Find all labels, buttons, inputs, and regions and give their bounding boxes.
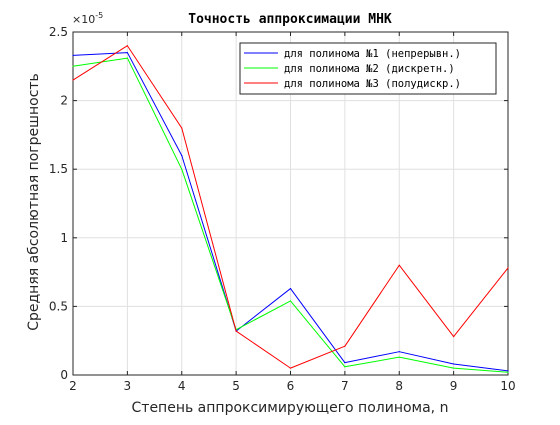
x-tick-label: 3 bbox=[124, 379, 132, 393]
data-point-series-1 bbox=[344, 362, 346, 364]
x-tick-label: 4 bbox=[178, 379, 186, 393]
data-point-series-1 bbox=[289, 287, 292, 290]
data-point-series-3 bbox=[344, 345, 346, 347]
data-point-series-2 bbox=[181, 168, 183, 170]
data-point-series-3 bbox=[72, 79, 74, 81]
data-point-series-2 bbox=[126, 57, 128, 59]
data-point-series-3 bbox=[507, 267, 509, 269]
data-point-series-1 bbox=[126, 51, 128, 54]
x-tick-label: 5 bbox=[232, 379, 240, 393]
data-point-series-2 bbox=[398, 356, 400, 358]
x-axis-label: Степень аппроксимирующего полинома, n bbox=[132, 400, 449, 416]
axis-ticks: 2 3 4 5 6 7 8 9 10 0 0.5 1 1.5 2 2.5 bbox=[49, 25, 516, 393]
y-tick-label: 0.5 bbox=[49, 299, 68, 313]
x-tick-label: 2 bbox=[69, 379, 77, 393]
y-tick-label: 1.5 bbox=[49, 162, 68, 176]
data-point-series-3 bbox=[398, 264, 400, 266]
x-tick-label: 10 bbox=[500, 379, 515, 393]
data-point-series-3 bbox=[126, 45, 128, 47]
chart-title: Точность аппроксимации МНК bbox=[188, 12, 392, 27]
legend-label: для полинома №1 (непрерывн.) bbox=[284, 48, 461, 60]
series-lines bbox=[72, 45, 509, 373]
y-exponent-power: -5 bbox=[95, 11, 103, 20]
legend-label: для полинома №3 (полудискр.) bbox=[284, 78, 461, 90]
data-point-series-1 bbox=[181, 154, 183, 157]
legend: для полинома №1 (непрерывн.) для полинома… bbox=[239, 42, 497, 95]
data-point-series-2 bbox=[453, 367, 455, 369]
data-point-series-2 bbox=[507, 371, 509, 373]
y-exponent-base: ×10 bbox=[72, 13, 95, 26]
x-tick-label: 9 bbox=[450, 379, 458, 393]
data-point-series-1 bbox=[507, 370, 509, 372]
y-tick-label: 0 bbox=[60, 368, 68, 382]
data-point-series-1 bbox=[398, 351, 400, 353]
y-tick-label: 1 bbox=[60, 231, 68, 245]
x-tick-label: 7 bbox=[341, 379, 349, 393]
data-point-series-1 bbox=[453, 363, 455, 365]
data-point-series-3 bbox=[235, 330, 237, 332]
legend-box bbox=[239, 42, 497, 95]
data-point-series-3 bbox=[453, 335, 455, 338]
data-point-series-2 bbox=[289, 300, 292, 302]
data-point-series-2 bbox=[344, 366, 346, 368]
legend-label: для полинома №2 (дискретн.) bbox=[284, 63, 455, 75]
data-point-series-3 bbox=[289, 367, 292, 369]
data-point-series-1 bbox=[72, 54, 74, 56]
x-tick-label: 8 bbox=[395, 379, 403, 393]
y-tick-label: 2.5 bbox=[49, 25, 68, 39]
data-point-series-2 bbox=[72, 65, 74, 67]
x-tick-label: 6 bbox=[287, 379, 295, 393]
y-exponent-label: ×10-5 bbox=[72, 11, 103, 26]
data-point-series-3 bbox=[181, 127, 183, 129]
y-axis-label: Средняя абсолютная погрешность bbox=[26, 73, 42, 331]
y-tick-label: 2 bbox=[60, 94, 68, 108]
